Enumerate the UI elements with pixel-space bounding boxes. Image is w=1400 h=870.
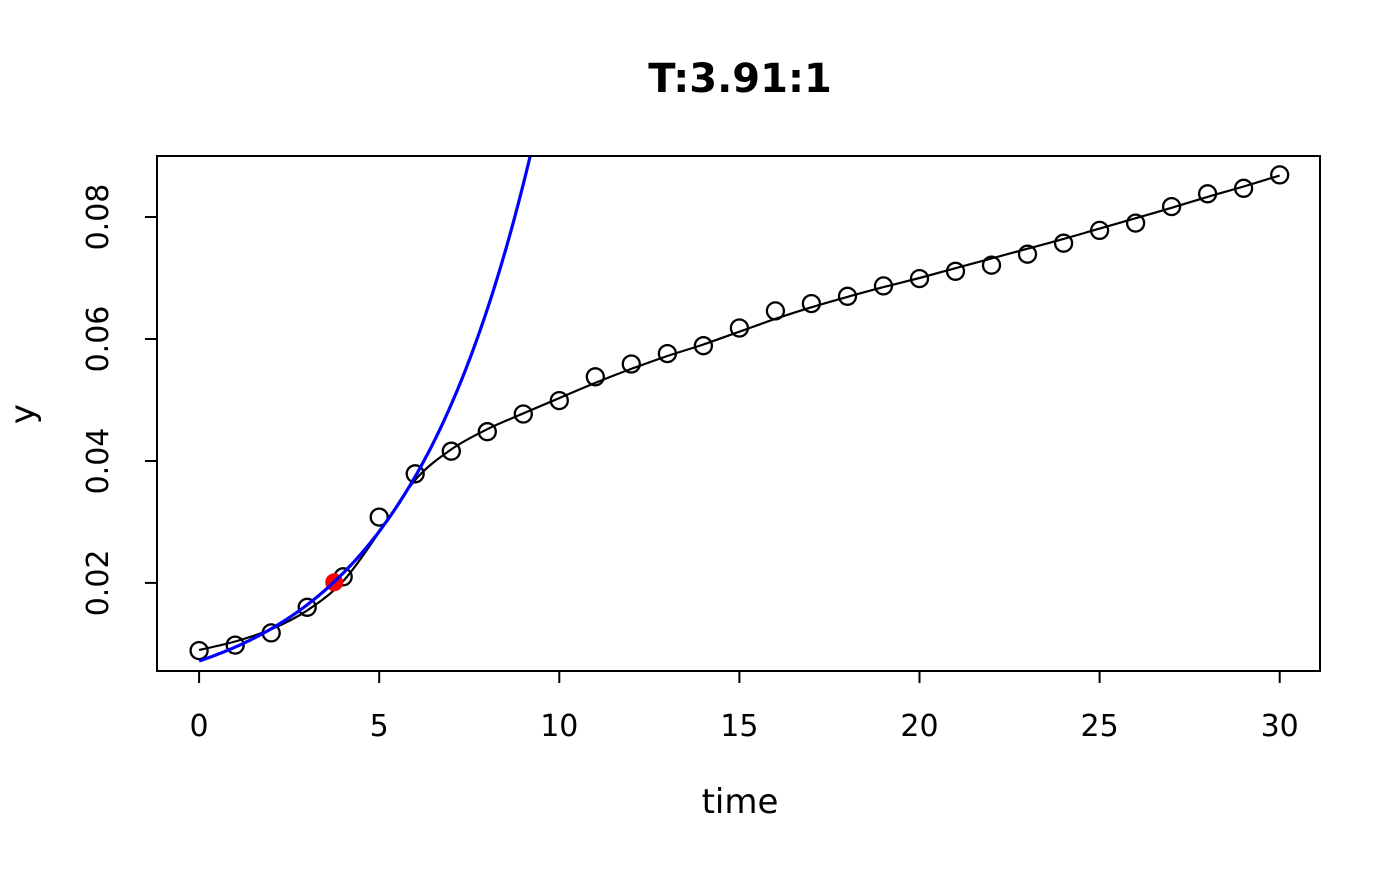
x-tick-label: 25 [1081, 709, 1119, 744]
data-point-marker [837, 286, 858, 306]
x-tick-label: 30 [1261, 709, 1299, 744]
data-point-marker [225, 635, 245, 655]
data-point-marker [1270, 165, 1290, 185]
y-tick-label: 0.02 [81, 550, 116, 617]
data-point-marker [981, 255, 1002, 275]
data-point-marker [405, 464, 425, 484]
data-point-marker [297, 597, 317, 617]
series-model-fit-line [198, 174, 1281, 652]
data-point-marker [1017, 244, 1038, 264]
data-point-marker [477, 422, 497, 442]
x-tick-label: 20 [900, 709, 938, 744]
y-tick-label: 0.06 [81, 306, 116, 373]
data-point-marker [1161, 196, 1182, 217]
data-point-marker [585, 367, 605, 387]
x-tick-label: 0 [190, 709, 209, 744]
plot-box [156, 155, 1321, 672]
data-point-marker [945, 261, 966, 281]
series-exponential-curve [198, 156, 532, 663]
y-tick-label: 0.04 [81, 428, 116, 495]
data-point-marker [441, 441, 461, 461]
y-tick-label: 0.08 [81, 184, 116, 251]
data-point-marker [1125, 213, 1146, 233]
y-axis-label: y [3, 404, 43, 424]
data-point-marker [621, 354, 641, 374]
x-tick-label: 10 [540, 709, 578, 744]
x-axis-label: time [702, 782, 779, 822]
data-point-marker [513, 404, 533, 424]
plot-area: 0 5 10 15 20 25 30 0.02 0.04 0.06 0.08 [81, 155, 1321, 744]
chart-title: T:3.91:1 [648, 56, 832, 102]
data-point-marker [1053, 233, 1074, 253]
x-tick-label: 15 [720, 709, 758, 744]
data-point-marker [189, 640, 209, 661]
series-observed-points [189, 165, 1290, 661]
data-point-marker [909, 268, 930, 289]
data-point-marker [693, 336, 714, 356]
x-tick-label: 5 [370, 709, 389, 744]
